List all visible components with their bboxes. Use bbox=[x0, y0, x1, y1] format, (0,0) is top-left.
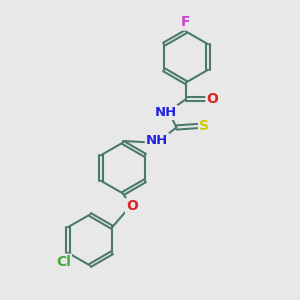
Text: NH: NH bbox=[146, 134, 168, 147]
Text: S: S bbox=[199, 119, 209, 133]
Text: F: F bbox=[181, 16, 191, 29]
Text: NH: NH bbox=[155, 106, 177, 119]
Text: Cl: Cl bbox=[56, 255, 71, 269]
Text: O: O bbox=[126, 199, 138, 213]
Text: O: O bbox=[206, 92, 218, 106]
